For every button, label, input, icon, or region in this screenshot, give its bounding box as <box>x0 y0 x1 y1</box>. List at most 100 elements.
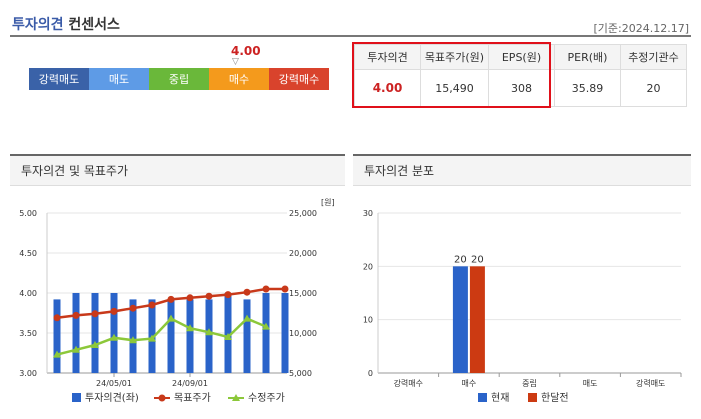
opinion-marker-icon: ▽ <box>232 57 239 67</box>
y-tick: 30 <box>363 209 373 218</box>
opinion-bar <box>262 293 270 373</box>
scale-level-4: 강력매수 <box>269 68 329 90</box>
y-right-tick: 5,000 <box>289 369 312 378</box>
target-price-point <box>110 307 118 315</box>
legend-marker-adjusted <box>232 394 240 401</box>
target-price-point <box>53 314 61 322</box>
opinion-scale-value: 4.00 <box>231 44 261 58</box>
distribution-bar <box>469 266 485 373</box>
right-panel-title: 투자의견 분포 <box>353 156 691 186</box>
x-category-label: 중립 <box>522 379 537 388</box>
legend-swatch-opinion <box>72 393 81 402</box>
adjusted-price-point <box>129 336 137 344</box>
adjusted-price-point <box>262 322 270 330</box>
opinion-bar <box>53 299 61 373</box>
target-price-point <box>262 285 270 293</box>
target-price-point <box>91 310 99 318</box>
target-price-point <box>129 304 137 312</box>
target-price-point <box>281 285 289 293</box>
scale-level-1: 매도 <box>89 68 149 90</box>
adjusted-price-line <box>56 317 267 356</box>
adjusted-price-point <box>224 333 232 340</box>
page-title: 투자의견 컨센서스 <box>12 14 120 34</box>
opinion-bar <box>91 293 99 373</box>
x-category-label: 매수 <box>462 379 477 388</box>
opinion-scale: 강력매도 매도 중립 매수 강력매수 <box>29 68 329 90</box>
scale-level-0: 강력매도 <box>29 68 89 90</box>
bar-value-label: 20 <box>471 254 484 265</box>
opinion-bar <box>110 293 118 373</box>
legend-adjusted-price: 수정주가 <box>248 392 285 404</box>
target-price-point <box>205 292 213 300</box>
opinion-bar <box>205 299 213 373</box>
y-tick: 20 <box>363 262 373 271</box>
target-price-point <box>224 291 232 299</box>
summary-value-row: 4.00 15,490 308 35.89 20 <box>354 69 687 107</box>
adjusted-price-point <box>91 341 99 348</box>
y-right-tick: 15,000 <box>289 289 317 298</box>
y-left-tick: 5.00 <box>19 209 37 218</box>
consensus-summary-table: 투자의견 목표주가(원) EPS(원) PER(배) 추정기관수 4.00 15,490 3… <box>354 44 687 107</box>
opinion-distribution-panel: 투자의견 분포 30 20 10 0 강력매수 매수 20 20 중립 매도 강력매도 현재 한달전 <box>353 154 691 416</box>
left-panel-title: 투자의견 및 목표주가 <box>10 156 345 186</box>
y-right-tick: 20,000 <box>289 249 317 258</box>
title-part1: 투자의견 <box>12 17 64 33</box>
summary-value-1: 15,490 <box>420 69 489 107</box>
as-of-date: [기준:2024.12.17] <box>593 22 689 35</box>
y-left-tick: 3.00 <box>19 369 37 378</box>
x-tick-label: 24/05/01 <box>96 379 132 388</box>
adjusted-price-point <box>186 324 194 332</box>
legend-swatch-current <box>478 393 487 402</box>
scale-level-3: 매수 <box>209 68 269 90</box>
y-right-tick: 10,000 <box>289 329 317 338</box>
y-left-tick: 3.50 <box>19 329 37 338</box>
distribution-bar <box>452 266 468 373</box>
summary-header-3: PER(배) <box>554 44 621 70</box>
adjusted-price-point <box>205 328 213 336</box>
scale-level-2: 중립 <box>149 68 209 90</box>
opinion-target-price-chart: 5.00 4.50 4.00 3.50 3.00 25,000 20,000 15,000 10… <box>19 198 335 404</box>
opinion-bar <box>72 293 80 373</box>
legend-current: 현재 <box>491 392 509 404</box>
opinion-bar <box>281 293 289 373</box>
legend-target-price: 목표주가 <box>174 392 211 404</box>
adjusted-price-point <box>148 334 156 342</box>
title-part2: 컨센서스 <box>68 17 120 33</box>
summary-header-row: 투자의견 목표주가(원) EPS(원) PER(배) 추정기관수 <box>354 44 687 70</box>
y-left-tick: 4.00 <box>19 289 37 298</box>
opinion-target-price-panel: 투자의견 및 목표주가 5.00 4.50 4.00 3.50 3.00 25,000 20… <box>10 154 345 416</box>
summary-value-0: 4.00 <box>354 69 421 107</box>
summary-header-1: 목표주가(원) <box>420 44 489 70</box>
legend-marker-target <box>158 394 166 402</box>
y-right-unit: [원] <box>321 198 335 207</box>
opinion-bar <box>243 299 251 373</box>
y-left-tick: 4.50 <box>19 249 37 258</box>
y-tick: 0 <box>368 369 373 378</box>
target-price-point <box>72 311 80 319</box>
adjusted-price-point <box>72 345 80 353</box>
summary-value-3: 35.89 <box>554 69 621 107</box>
adjusted-price-point <box>167 314 175 322</box>
summary-header-2: EPS(원) <box>488 44 555 70</box>
summary-value-2: 308 <box>488 69 555 107</box>
x-category-label: 강력매도 <box>636 378 665 388</box>
title-divider <box>10 35 691 37</box>
opinion-bar <box>186 299 194 373</box>
adjusted-price-point <box>53 350 61 358</box>
legend-opinion: 투자의견(좌) <box>85 392 139 404</box>
target-price-point <box>186 294 194 302</box>
x-tick-label: 24/09/01 <box>172 379 208 388</box>
bar-value-label: 20 <box>454 254 467 265</box>
y-tick: 10 <box>363 316 373 325</box>
y-right-tick: 25,000 <box>289 209 317 218</box>
summary-header-4: 추정기관수 <box>620 44 687 70</box>
summary-header-0: 투자의견 <box>354 44 421 70</box>
target-price-point <box>243 288 251 296</box>
legend-swatch-month-ago <box>528 393 537 402</box>
adjusted-price-point <box>243 314 251 322</box>
target-price-point <box>167 295 175 303</box>
x-category-label: 강력매수 <box>394 378 423 388</box>
legend-month-ago: 한달전 <box>541 392 569 404</box>
opinion-bar <box>167 299 175 373</box>
